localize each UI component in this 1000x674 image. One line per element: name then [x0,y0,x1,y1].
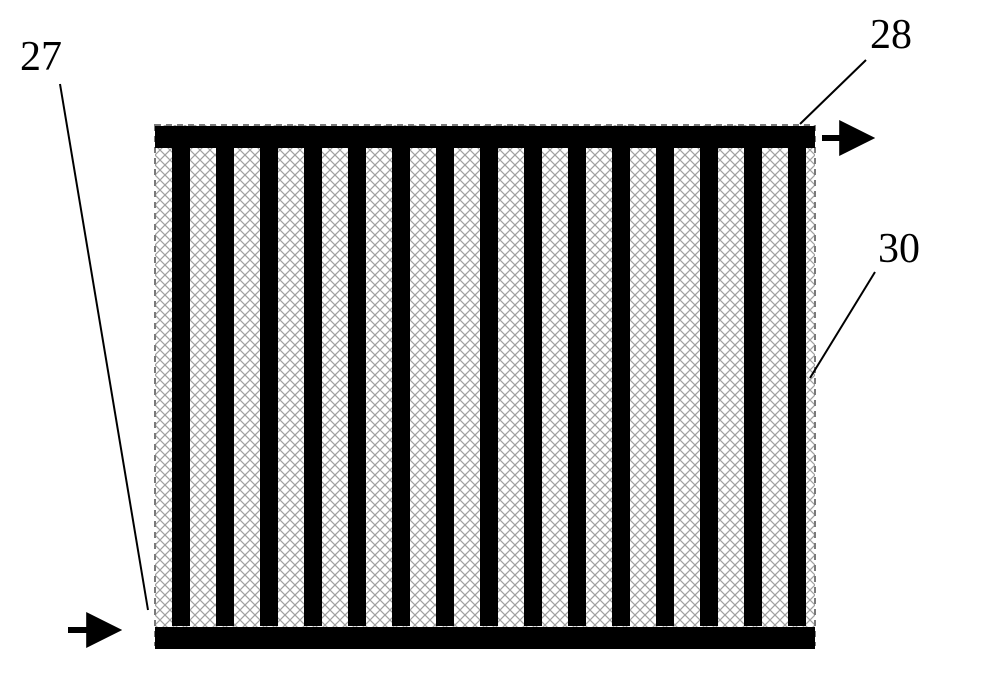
vertical-bar [656,148,674,626]
vertical-bar [260,148,278,626]
vertical-bar [392,148,410,626]
vertical-bar [216,148,234,626]
vertical-bar [568,148,586,626]
vertical-bar [612,148,630,626]
vertical-bar [744,148,762,626]
vertical-bar [524,148,542,626]
radiator-figure [155,125,815,649]
top-header-bar [155,126,815,148]
vertical-bar [348,148,366,626]
vertical-bar [304,148,322,626]
label-top-left: 27 [20,34,62,80]
label-top-right: 28 [870,12,912,58]
vertical-bar [480,148,498,626]
label-mid-right: 30 [878,226,920,272]
bottom-header-bar [155,627,815,649]
vertical-bar [700,148,718,626]
vertical-bar [788,148,806,626]
vertical-bar [172,148,190,626]
vertical-bar [436,148,454,626]
